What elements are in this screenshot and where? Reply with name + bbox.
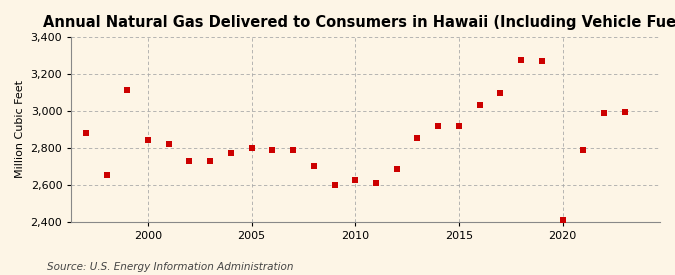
- Point: [184, 158, 195, 163]
- Text: Source: U.S. Energy Information Administration: Source: U.S. Energy Information Administ…: [47, 262, 294, 272]
- Point: [620, 109, 630, 114]
- Point: [599, 110, 610, 115]
- Point: [495, 91, 506, 95]
- Point: [101, 172, 112, 177]
- Point: [392, 167, 402, 171]
- Point: [308, 164, 319, 168]
- Y-axis label: Million Cubic Feet: Million Cubic Feet: [15, 80, 25, 178]
- Point: [454, 123, 464, 128]
- Point: [267, 148, 278, 153]
- Point: [329, 183, 340, 187]
- Point: [122, 88, 133, 93]
- Point: [475, 103, 485, 107]
- Point: [412, 135, 423, 140]
- Point: [350, 178, 360, 182]
- Point: [433, 124, 443, 129]
- Point: [225, 151, 236, 155]
- Point: [205, 158, 215, 163]
- Point: [516, 58, 526, 62]
- Point: [80, 131, 91, 135]
- Point: [142, 138, 153, 142]
- Point: [246, 145, 257, 150]
- Title: Annual Natural Gas Delivered to Consumers in Hawaii (Including Vehicle Fuel): Annual Natural Gas Delivered to Consumer…: [43, 15, 675, 30]
- Point: [578, 147, 589, 152]
- Point: [537, 59, 547, 63]
- Point: [288, 148, 298, 153]
- Point: [557, 218, 568, 222]
- Point: [163, 142, 174, 146]
- Point: [371, 181, 381, 185]
